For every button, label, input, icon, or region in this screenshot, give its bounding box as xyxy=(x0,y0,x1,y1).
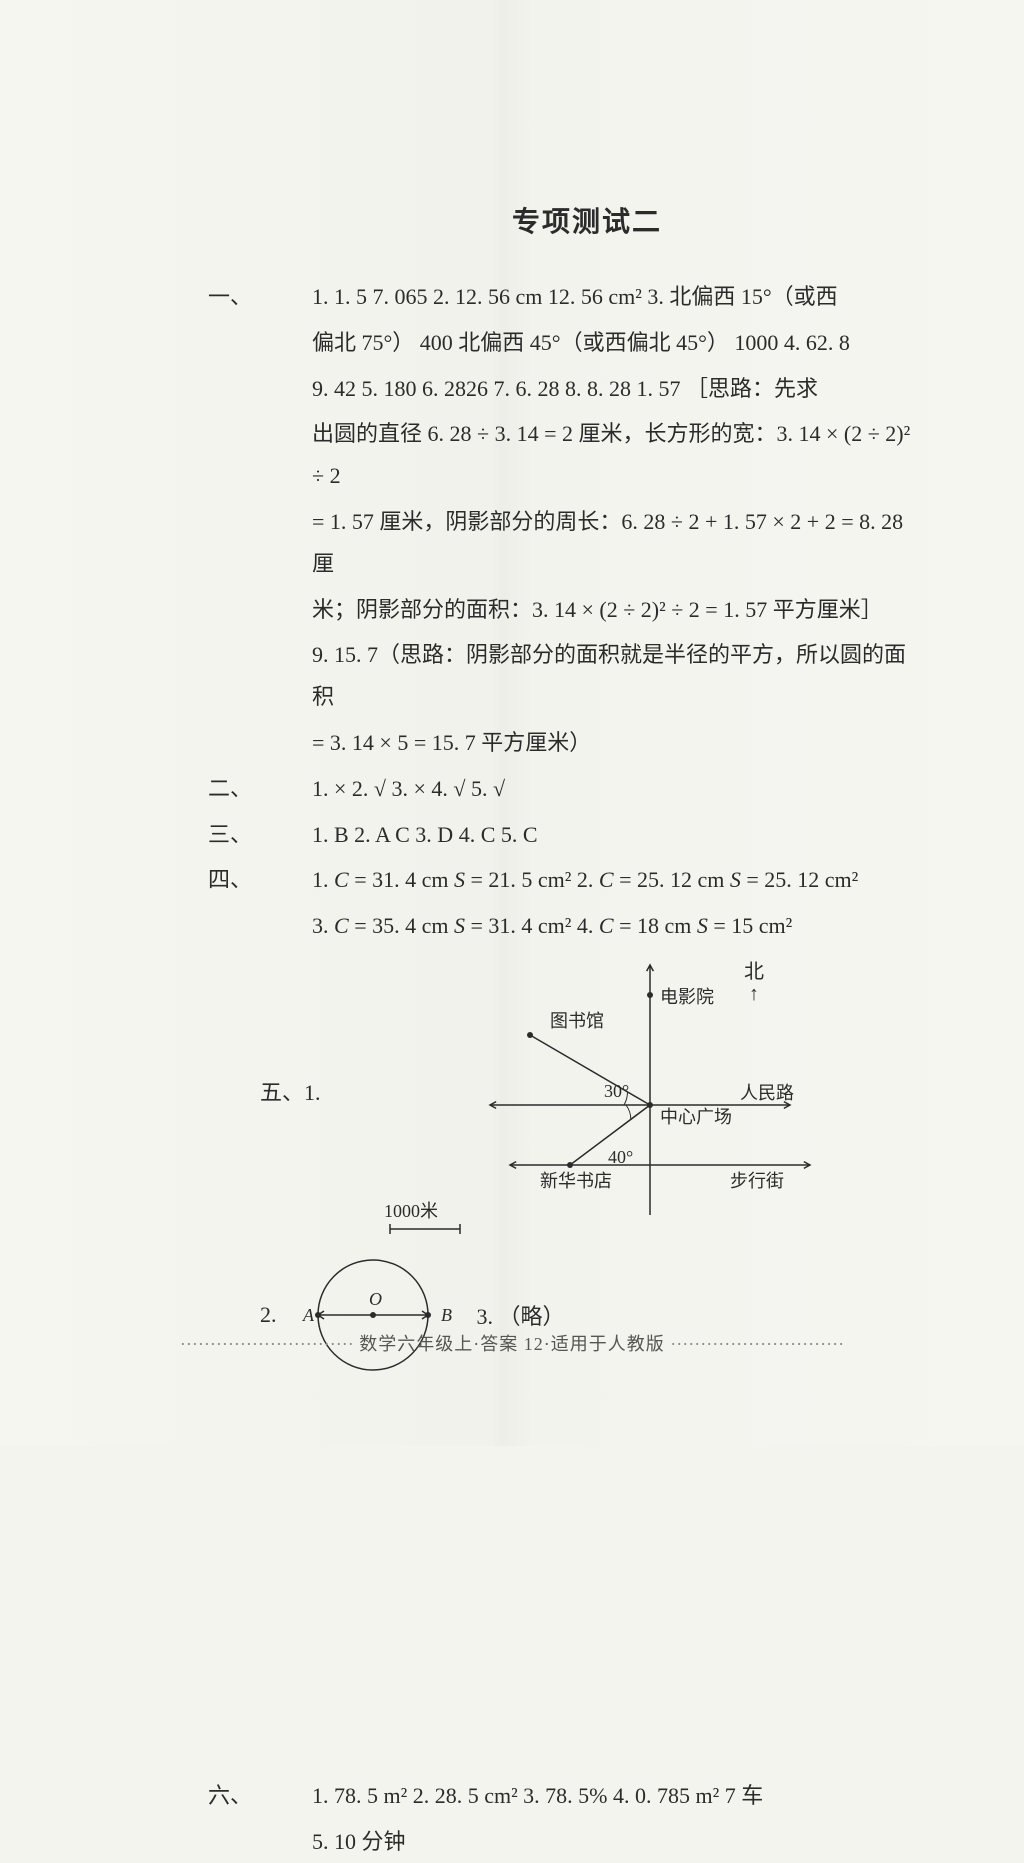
var-c4: C xyxy=(599,913,614,938)
svg-text:A: A xyxy=(302,1305,315,1325)
section-1-line8: = 3. 14 × 5 = 15. 7 平方厘米） xyxy=(260,722,914,764)
page-footer: ····························· 数学六年级上·答案 … xyxy=(0,1330,1024,1356)
section-1-line1: 一、1. 1. 5 7. 065 2. 12. 56 cm 12. 56 cm²… xyxy=(260,276,914,318)
s1-l1-text: 1. 1. 5 7. 065 2. 12. 56 cm 12. 56 cm² 3… xyxy=(312,284,838,309)
svg-text:步行街: 步行街 xyxy=(730,1171,784,1191)
section-6-line2: 5. 10 分钟 xyxy=(260,1821,914,1863)
section-4-num: 四、 xyxy=(260,859,312,901)
circle-row: 2. A B O 3. （略） xyxy=(260,1255,565,1375)
section-5-label: 五、1. xyxy=(260,1075,321,1107)
section-2-num: 二、 xyxy=(260,768,312,810)
s6-l1: 1. 78. 5 m² 2. 28. 5 cm² 3. 78. 5% 4. 0.… xyxy=(312,1783,763,1808)
page-title: 专项测试二 xyxy=(260,200,914,240)
footer-dots-right: ····························· xyxy=(670,1334,844,1354)
var-c3: C xyxy=(334,913,349,938)
svg-text:图书馆: 图书馆 xyxy=(550,1011,604,1031)
svg-text:B: B xyxy=(441,1305,452,1325)
map-diagram: 电影院图书馆 30° 中心广场人民路 40° 新华书店 步行街 1000米 xyxy=(350,955,830,1250)
s4-1a: 1. xyxy=(312,867,334,892)
section-4-line2: 3. C = 35. 4 cm S = 31. 4 cm² 4. C = 18 … xyxy=(260,905,914,947)
section-5-item2: 2. xyxy=(260,1302,277,1328)
section-5-item1: 1. xyxy=(304,1080,321,1105)
section-1-line4: 出圆的直径 6. 28 ÷ 3. 14 = 2 厘米，长方形的宽：3. 14 ×… xyxy=(260,413,914,497)
var-s1: S xyxy=(454,867,465,892)
section-4-line1: 四、1. C = 31. 4 cm S = 21. 5 cm² 2. C = 2… xyxy=(260,859,914,901)
s4-2a: 3. xyxy=(312,913,334,938)
section-1-line3: 9. 42 5. 180 6. 2826 7. 6. 28 8. 8. 28 1… xyxy=(260,368,914,410)
section-3-num: 三、 xyxy=(260,814,312,856)
figure-area: 北 五、1. 电影院图书馆30°中心广场人民路40°新华书店步行街1000米 2… xyxy=(260,955,914,1335)
s4-eq3a: = 35. 4 cm xyxy=(349,913,454,938)
s3-text: 1. B 2. A C 3. D 4. C 5. C xyxy=(312,822,538,847)
s4-eq4b: = 15 cm² xyxy=(708,913,792,938)
var-s2: S xyxy=(730,867,741,892)
footer-dots-left: ····························· xyxy=(180,1334,354,1354)
section-2: 二、1. × 2. √ 3. × 4. √ 5. √ xyxy=(260,768,914,810)
svg-text:1000米: 1000米 xyxy=(384,1201,438,1221)
svg-text:中心广场: 中心广场 xyxy=(660,1107,732,1127)
svg-text:30°: 30° xyxy=(604,1081,629,1101)
section-1-line5: = 1. 57 厘米，阴影部分的周长：6. 28 ÷ 2 + 1. 57 × 2… xyxy=(260,501,914,585)
section-6-line1: 六、1. 78. 5 m² 2. 28. 5 cm² 3. 78. 5% 4. … xyxy=(260,1775,914,1817)
section-5-num: 五、 xyxy=(260,1080,304,1105)
var-s3: S xyxy=(454,913,465,938)
s4-eq1b: = 21. 5 cm² 2. xyxy=(465,867,599,892)
section-1-line7: 9. 15. 7（思路：阴影部分的面积就是半径的平方，所以圆的面积 xyxy=(260,634,914,718)
var-c1: C xyxy=(334,867,349,892)
section-1-line6: 米；阴影部分的面积：3. 14 × (2 ÷ 2)² ÷ 2 = 1. 57 平… xyxy=(260,589,914,631)
section-6-num: 六、 xyxy=(260,1775,312,1817)
figure-spacer xyxy=(260,1335,914,1775)
section-3: 三、1. B 2. A C 3. D 4. C 5. C xyxy=(260,814,914,856)
section-1-line2: 偏北 75°） 400 北偏西 45°（或西偏北 45°） 1000 4. 62… xyxy=(260,322,914,364)
map-svg: 电影院图书馆 30° 中心广场人民路 40° 新华书店 步行街 1000米 xyxy=(350,955,830,1245)
svg-text:人民路: 人民路 xyxy=(740,1083,794,1103)
page: 专项测试二 一、1. 1. 5 7. 065 2. 12. 56 cm 12. … xyxy=(0,0,1024,1446)
s4-eq1a: = 31. 4 cm xyxy=(349,867,454,892)
var-s4: S xyxy=(697,913,708,938)
section-5-item3: 3. （略） xyxy=(477,1299,565,1331)
svg-text:40°: 40° xyxy=(608,1147,633,1167)
svg-text:O: O xyxy=(369,1289,382,1309)
s4-eq2a: = 25. 12 cm xyxy=(614,867,730,892)
s4-eq3b: = 31. 4 cm² 4. xyxy=(465,913,599,938)
footer-text: 数学六年级上·答案 12·适用于人教版 xyxy=(354,1334,671,1354)
section-1-num: 一、 xyxy=(260,276,312,318)
svg-text:电影院: 电影院 xyxy=(660,987,714,1007)
s4-eq4a: = 18 cm xyxy=(614,913,697,938)
s4-eq2b: = 25. 12 cm² xyxy=(741,867,858,892)
circle-svg: ABO xyxy=(283,1255,463,1375)
var-c2: C xyxy=(599,867,614,892)
s2-text: 1. × 2. √ 3. × 4. √ 5. √ xyxy=(312,776,505,801)
svg-text:新华书店: 新华书店 xyxy=(540,1171,612,1191)
